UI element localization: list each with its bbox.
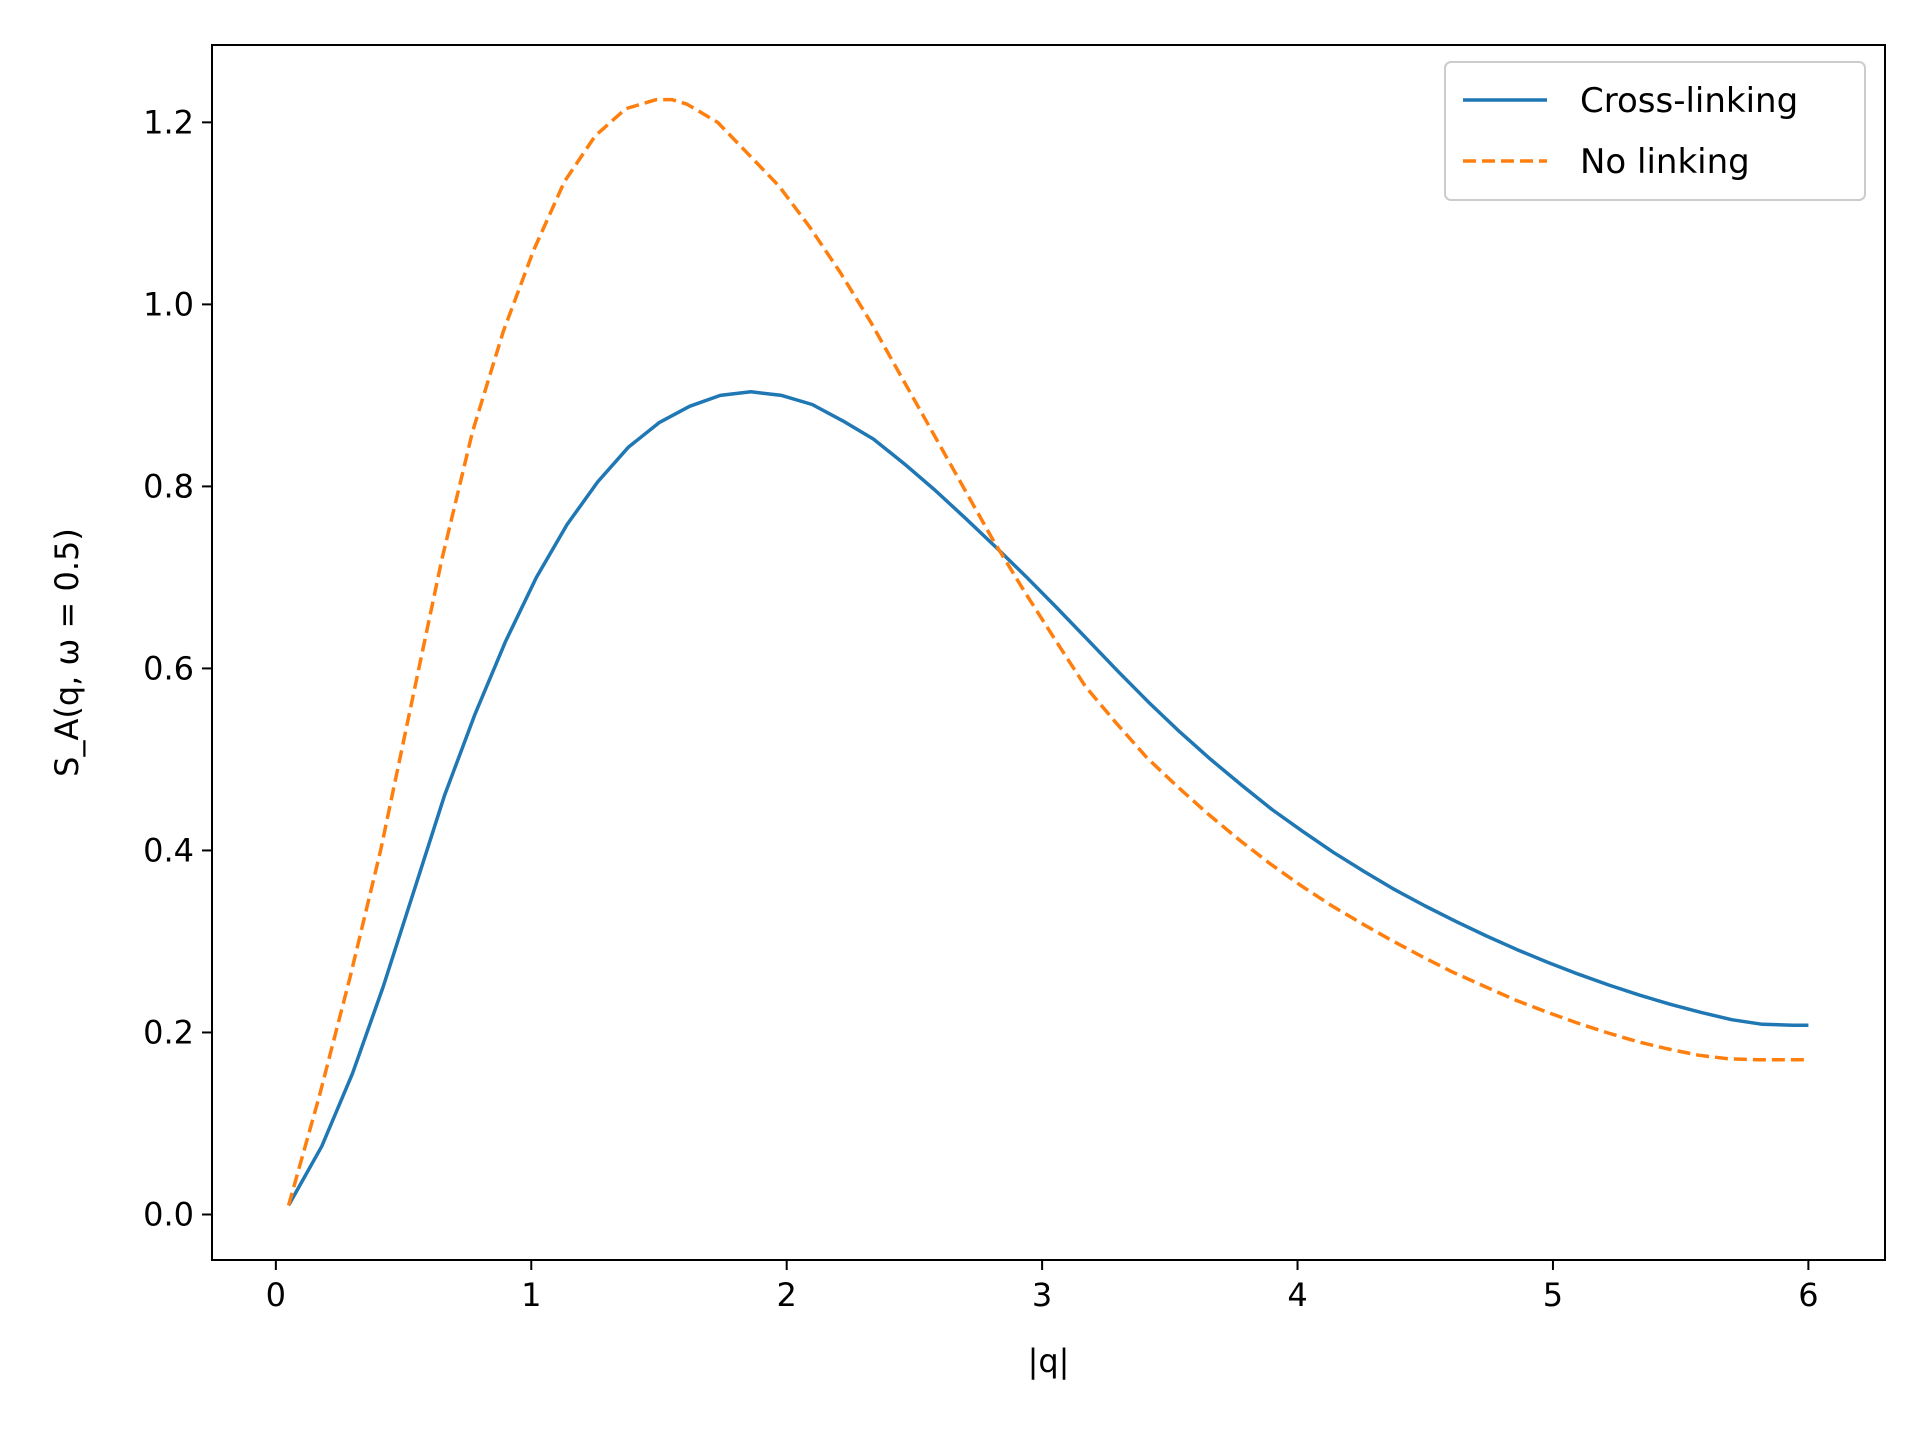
x-tick-label: 6 [1798,1276,1818,1314]
y-tick-label: 0.8 [143,467,194,505]
legend-label-no-linking: No linking [1580,142,1750,182]
y-tick-label: 1.0 [143,285,194,323]
series-line-no-linking [286,97,1809,1206]
x-tick-label: 4 [1287,1276,1307,1314]
series-layer [286,97,1809,1207]
legend: Cross-linking No linking [1444,61,1866,201]
plot-area [212,45,1885,1260]
x-tick-label: 1 [521,1276,541,1314]
x-axis-label: |q| [1028,1342,1070,1380]
legend-box [1444,61,1866,201]
y-axis: 0.0 0.2 0.4 0.6 0.8 1.0 1.2 [143,103,212,1233]
y-axis-label: S_A(q, ω = 0.5) [48,528,86,777]
y-tick-label: 0.4 [143,831,194,869]
x-tick-label: 2 [777,1276,797,1314]
y-tick-label: 0.0 [143,1195,194,1233]
x-tick-label: 0 [266,1276,286,1314]
y-tick-label: 1.2 [143,103,194,141]
series-line-cross-linking [287,390,1809,1207]
x-axis: 0 1 2 3 4 5 6 [266,1260,1819,1314]
x-tick-label: 3 [1032,1276,1052,1314]
x-tick-label: 5 [1543,1276,1563,1314]
y-tick-label: 0.2 [143,1013,194,1051]
plot-frame [211,44,1886,1261]
y-tick-label: 0.6 [143,649,194,687]
legend-label-cross-linking: Cross-linking [1580,81,1798,121]
